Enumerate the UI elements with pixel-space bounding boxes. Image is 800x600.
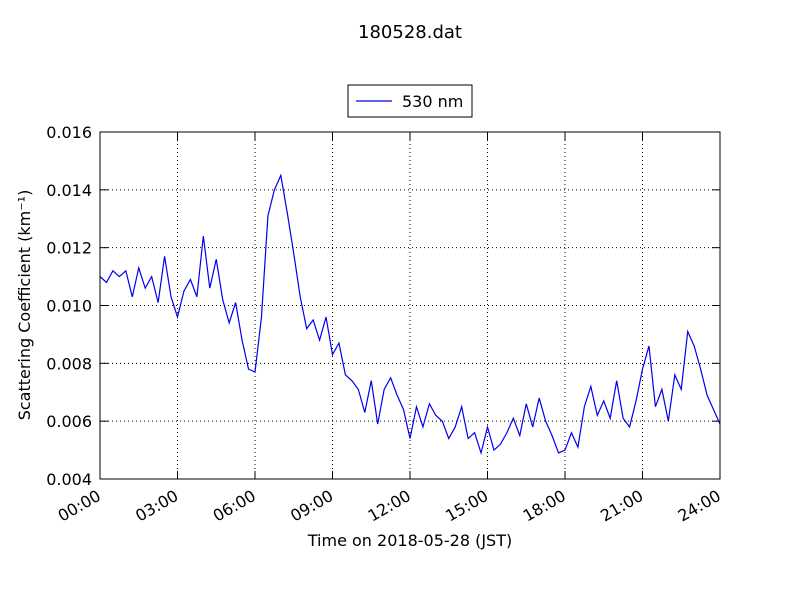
- data-line: [99, 173, 721, 456]
- y-tick-label: 0.006: [46, 412, 92, 431]
- y-tick-label: 0.008: [46, 354, 92, 373]
- plot-frame: [99, 131, 721, 480]
- y-tick-label: 0.010: [46, 297, 92, 316]
- y-axis-label: Scattering Coefficient (km⁻¹): [15, 190, 34, 421]
- y-tick-label: 0.014: [46, 181, 92, 200]
- y-tick-label: 0.016: [46, 123, 92, 142]
- legend-label: 530 nm: [402, 92, 463, 111]
- x-axis-label: Time on 2018-05-28 (JST): [307, 531, 512, 550]
- y-tick-label: 0.004: [46, 470, 92, 489]
- y-tick-label: 0.012: [46, 239, 92, 258]
- chart-title: 180528.dat: [358, 22, 462, 43]
